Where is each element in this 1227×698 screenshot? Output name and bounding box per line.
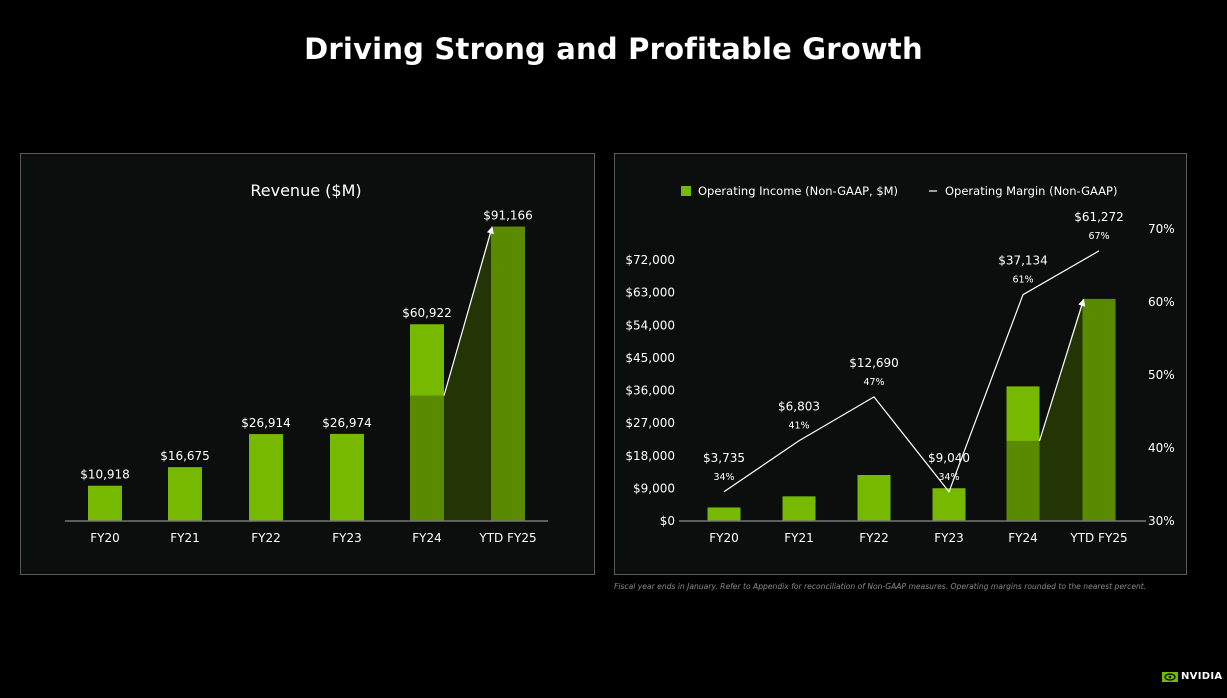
operating-income-bar-fy23 [932,488,966,521]
operating-income-data-label: $9,040 [928,451,970,465]
x-tick-label: FY21 [170,531,200,545]
revenue-data-label: $91,166 [483,209,533,223]
operating-income-bar-ytd-fy25 [1082,298,1116,521]
footnote: Fiscal year ends in January. Refer to Ap… [614,582,1147,591]
x-tick-label: FY20 [709,531,739,545]
x-tick-label: FY21 [784,531,814,545]
operating-income-data-label: $61,272 [1074,210,1124,224]
revenue-data-label: $26,974 [322,416,372,430]
x-tick-label: YTD FY25 [478,531,536,545]
y-left-tick-label: $72,000 [625,253,675,267]
growth-shade [444,226,491,521]
revenue-data-label: $10,918 [80,468,130,482]
operating-income-bar-fy22 [857,474,891,521]
x-tick-label: FY20 [90,531,120,545]
y-left-tick-label: $36,000 [625,384,675,398]
revenue-data-label: $16,675 [160,449,210,463]
y-right-tick-label: 40% [1148,441,1175,455]
x-tick-label: FY23 [332,531,362,545]
growth-arrow [443,226,494,396]
y-left-tick-label: $18,000 [625,449,675,463]
growth-arrow [1038,298,1086,442]
nvidia-logo: NVIDIA [1162,671,1222,682]
x-tick-label: FY22 [251,531,281,545]
operating-income-data-label: $12,690 [849,356,899,370]
y-left-tick-label: $27,000 [625,416,675,430]
brand-name: NVIDIA [1181,671,1223,682]
y-left-tick-label: $63,000 [625,286,675,300]
revenue-data-label: $60,922 [402,306,452,320]
y-right-tick-label: 60% [1148,295,1175,309]
y-right-tick-label: 70% [1148,222,1175,236]
operating-margin-data-label: 47% [863,377,884,388]
y-right-tick-label: 30% [1148,514,1175,528]
y-right-tick-label: 50% [1148,368,1175,382]
y-left-tick-label: $45,000 [625,351,675,365]
x-tick-label: YTD FY25 [1069,531,1127,545]
x-tick-label: FY24 [412,531,442,545]
revenue-chart-title: Revenue ($M) [250,181,361,200]
revenue-bar-fy22 [249,434,283,521]
y-left-tick-label: $0 [660,514,675,528]
revenue-bar-ytd-fy25 [491,226,525,521]
operating-income-data-label: $3,735 [703,451,745,465]
operating-margin-line [723,250,1100,494]
operating-income-bar-fy24-ytd-portion [1006,440,1040,521]
y-left-tick-label: $9,000 [633,481,675,495]
legend-bar-swatch [681,186,691,196]
x-tick-label: FY24 [1008,531,1038,545]
revenue-bar-fy21 [168,467,202,521]
legend-operating-margin: Operating Margin (Non-GAAP) [945,184,1117,198]
y-left-tick-label: $54,000 [625,318,675,332]
operating-income-bar-fy20 [707,507,741,521]
revenue-data-label: $26,914 [241,416,291,430]
operating-margin-data-label: 34% [713,472,734,483]
x-tick-label: FY22 [859,531,889,545]
legend-operating-income: Operating Income (Non-GAAP, $M) [698,184,898,198]
operating-margin-data-label: 34% [938,472,959,483]
revenue-bar-fy23 [330,433,364,521]
revenue-bar-fy24-ytd-portion [410,395,444,521]
operating-income-bar-fy21 [782,496,816,521]
revenue-bar-fy20 [88,485,122,521]
operating-income-data-label: $37,134 [998,254,1048,268]
operating-margin-data-label: 41% [788,421,809,432]
operating-income-data-label: $6,803 [778,400,820,414]
growth-shade [1039,298,1083,521]
nvidia-eye-icon [1162,671,1178,682]
operating-margin-data-label: 61% [1012,275,1033,286]
operating-margin-data-label: 67% [1088,231,1109,242]
x-tick-label: FY23 [934,531,964,545]
page-title: Driving Strong and Profitable Growth [304,32,923,66]
